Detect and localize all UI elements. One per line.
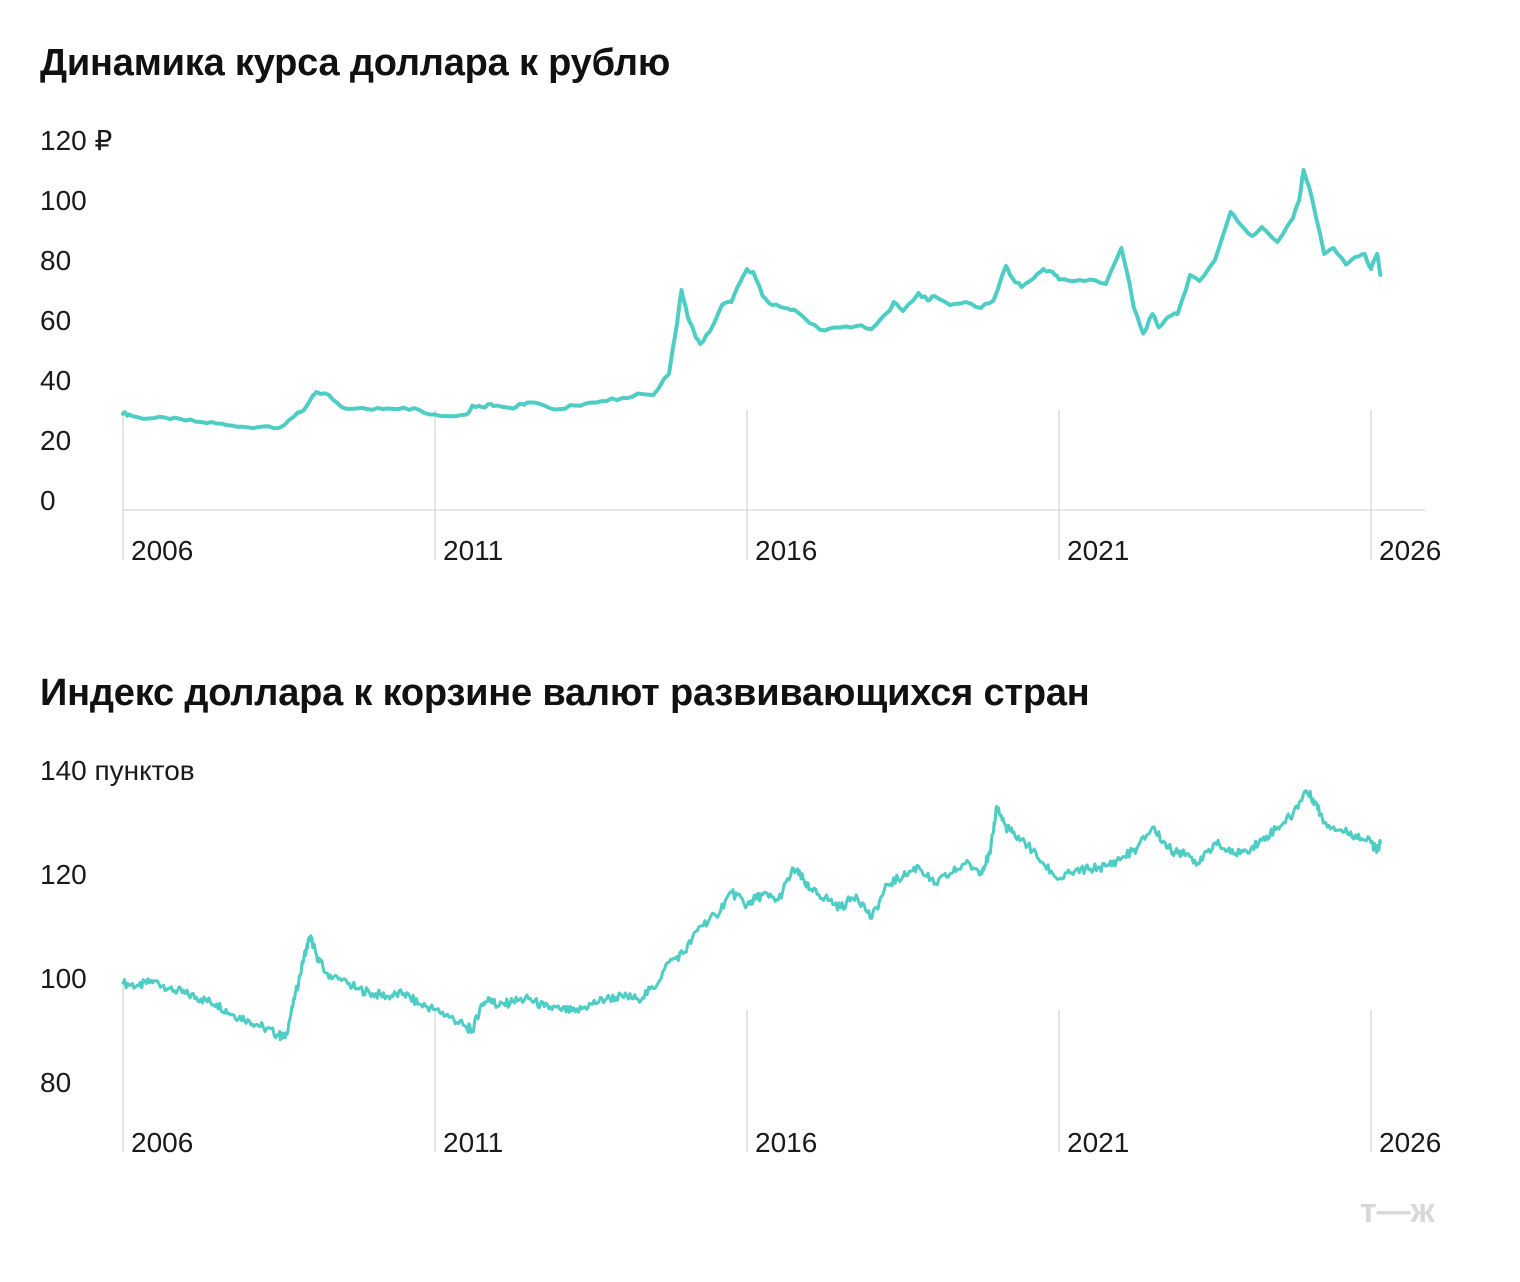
y-tick-label: 100 [40, 185, 87, 216]
chart-2-title: Индекс доллара к корзине валют развивающ… [40, 672, 1090, 714]
y-tick-label: 80 [40, 245, 71, 276]
x-tick-label: 2026 [1379, 535, 1441, 566]
y-tick-label: 100 [40, 963, 87, 994]
x-tick-label: 2016 [755, 1127, 817, 1158]
y-tick-label: 40 [40, 365, 71, 396]
tzh-logo-text: т—ж [1360, 1194, 1436, 1226]
x-tick-label: 2006 [131, 1127, 193, 1158]
y-tick-label: 120 ₽ [40, 125, 112, 156]
y-tick-label: 140 пунктов [40, 755, 195, 786]
y-tick-label: 20 [40, 425, 71, 456]
y-tick-label: 120 [40, 859, 87, 890]
chart-1-usd-rub: 2006 2011 2016 2021 2026 120 ₽ 100 80 60 40 20 0 [40, 125, 1441, 566]
x-tick-label: 2021 [1067, 535, 1129, 566]
y-tick-label: 80 [40, 1067, 71, 1098]
x-tick-label: 2026 [1379, 1127, 1441, 1158]
series-line [121, 789, 1382, 1042]
x-tick-label: 2021 [1067, 1127, 1129, 1158]
x-tick-label: 2006 [131, 535, 193, 566]
x-tick-label: 2011 [443, 1127, 503, 1158]
x-tick-label: 2011 [443, 535, 503, 566]
x-tick-label: 2016 [755, 535, 817, 566]
chart-2-em-index: 2006 2011 2016 2021 2026 140 пунктов 120 100 80 [40, 755, 1441, 1158]
chart-1-title: Динамика курса доллара к рублю [40, 42, 671, 84]
tzh-logo: т—ж [1360, 1194, 1436, 1226]
series-line [121, 168, 1383, 431]
y-tick-label: 60 [40, 305, 71, 336]
y-tick-label: 0 [40, 485, 56, 516]
